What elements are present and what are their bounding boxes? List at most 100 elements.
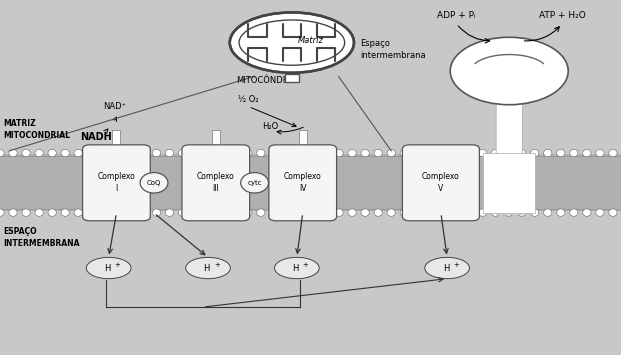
- Ellipse shape: [100, 209, 109, 216]
- Ellipse shape: [230, 209, 239, 216]
- Ellipse shape: [439, 149, 448, 157]
- Text: +: +: [302, 262, 309, 268]
- Ellipse shape: [452, 209, 461, 216]
- Ellipse shape: [452, 149, 461, 157]
- Text: cytc: cytc: [247, 180, 262, 186]
- Ellipse shape: [0, 209, 4, 216]
- Ellipse shape: [322, 149, 330, 157]
- Ellipse shape: [491, 209, 500, 216]
- Ellipse shape: [283, 149, 291, 157]
- Ellipse shape: [609, 209, 617, 216]
- Ellipse shape: [270, 149, 278, 157]
- Ellipse shape: [204, 149, 213, 157]
- Ellipse shape: [35, 209, 43, 216]
- Ellipse shape: [48, 209, 57, 216]
- Text: H: H: [204, 263, 210, 273]
- Text: H: H: [104, 263, 111, 273]
- Bar: [483, 153, 535, 213]
- Ellipse shape: [22, 209, 30, 216]
- Ellipse shape: [426, 149, 435, 157]
- Text: CoQ: CoQ: [147, 180, 161, 186]
- Ellipse shape: [9, 149, 17, 157]
- Ellipse shape: [256, 149, 265, 157]
- Text: +: +: [214, 262, 220, 268]
- Ellipse shape: [543, 149, 552, 157]
- Ellipse shape: [309, 149, 317, 157]
- Ellipse shape: [413, 209, 422, 216]
- Text: NADH: NADH: [80, 132, 112, 142]
- Ellipse shape: [274, 257, 319, 279]
- Ellipse shape: [582, 149, 591, 157]
- Ellipse shape: [61, 149, 70, 157]
- FancyBboxPatch shape: [83, 145, 150, 221]
- Ellipse shape: [35, 149, 43, 157]
- Ellipse shape: [178, 149, 187, 157]
- Ellipse shape: [217, 209, 226, 216]
- Ellipse shape: [596, 209, 604, 216]
- Text: H: H: [443, 263, 449, 273]
- Ellipse shape: [387, 209, 396, 216]
- Ellipse shape: [530, 209, 539, 216]
- Ellipse shape: [140, 173, 168, 193]
- Ellipse shape: [348, 149, 356, 157]
- Ellipse shape: [9, 209, 17, 216]
- Ellipse shape: [217, 149, 226, 157]
- Ellipse shape: [478, 209, 487, 216]
- Ellipse shape: [556, 209, 565, 216]
- Ellipse shape: [413, 149, 422, 157]
- Ellipse shape: [74, 149, 83, 157]
- Ellipse shape: [569, 209, 578, 216]
- Ellipse shape: [126, 209, 135, 216]
- Ellipse shape: [87, 209, 96, 216]
- Text: +: +: [114, 262, 120, 268]
- Text: Espaço
intermembrana: Espaço intermembrana: [360, 39, 426, 60]
- Text: Complexo
III: Complexo III: [197, 173, 235, 193]
- Ellipse shape: [465, 149, 474, 157]
- Text: ADP + Pᵢ: ADP + Pᵢ: [437, 11, 476, 21]
- Text: ATP + H₂O: ATP + H₂O: [538, 11, 586, 21]
- Ellipse shape: [139, 149, 148, 157]
- Ellipse shape: [361, 149, 369, 157]
- FancyBboxPatch shape: [269, 145, 337, 221]
- Ellipse shape: [517, 209, 526, 216]
- Ellipse shape: [569, 149, 578, 157]
- Text: ESPAÇO
INTERMEMBRANA: ESPAÇO INTERMEMBRANA: [3, 228, 79, 248]
- Text: ½ O₂: ½ O₂: [238, 95, 259, 104]
- Ellipse shape: [596, 149, 604, 157]
- Ellipse shape: [530, 149, 539, 157]
- Ellipse shape: [465, 209, 474, 216]
- Ellipse shape: [387, 149, 396, 157]
- Bar: [112, 130, 120, 154]
- Ellipse shape: [113, 209, 122, 216]
- Text: H: H: [292, 263, 299, 273]
- Ellipse shape: [400, 209, 409, 216]
- Ellipse shape: [543, 209, 552, 216]
- Ellipse shape: [517, 149, 526, 157]
- Ellipse shape: [556, 149, 565, 157]
- Ellipse shape: [165, 149, 174, 157]
- Ellipse shape: [426, 209, 435, 216]
- Ellipse shape: [86, 257, 131, 279]
- Ellipse shape: [100, 149, 109, 157]
- Text: +: +: [453, 262, 459, 268]
- Ellipse shape: [504, 209, 513, 216]
- Ellipse shape: [582, 209, 591, 216]
- Ellipse shape: [400, 149, 409, 157]
- Ellipse shape: [61, 209, 70, 216]
- Ellipse shape: [361, 209, 369, 216]
- Text: Complexo
IV: Complexo IV: [284, 173, 322, 193]
- Ellipse shape: [256, 209, 265, 216]
- Text: Matriz: Matriz: [297, 36, 324, 45]
- Bar: [285, 74, 299, 82]
- Bar: [299, 130, 307, 154]
- Ellipse shape: [178, 209, 187, 216]
- Text: MITOCÔNDRIA: MITOCÔNDRIA: [237, 76, 297, 85]
- Ellipse shape: [243, 149, 252, 157]
- Circle shape: [450, 37, 568, 105]
- Bar: [212, 130, 220, 154]
- Ellipse shape: [283, 209, 291, 216]
- Text: MATRIZ
MITOCONDRIAL: MATRIZ MITOCONDRIAL: [3, 119, 70, 140]
- Ellipse shape: [309, 209, 317, 216]
- Text: H₂O: H₂O: [262, 121, 278, 131]
- Ellipse shape: [609, 149, 617, 157]
